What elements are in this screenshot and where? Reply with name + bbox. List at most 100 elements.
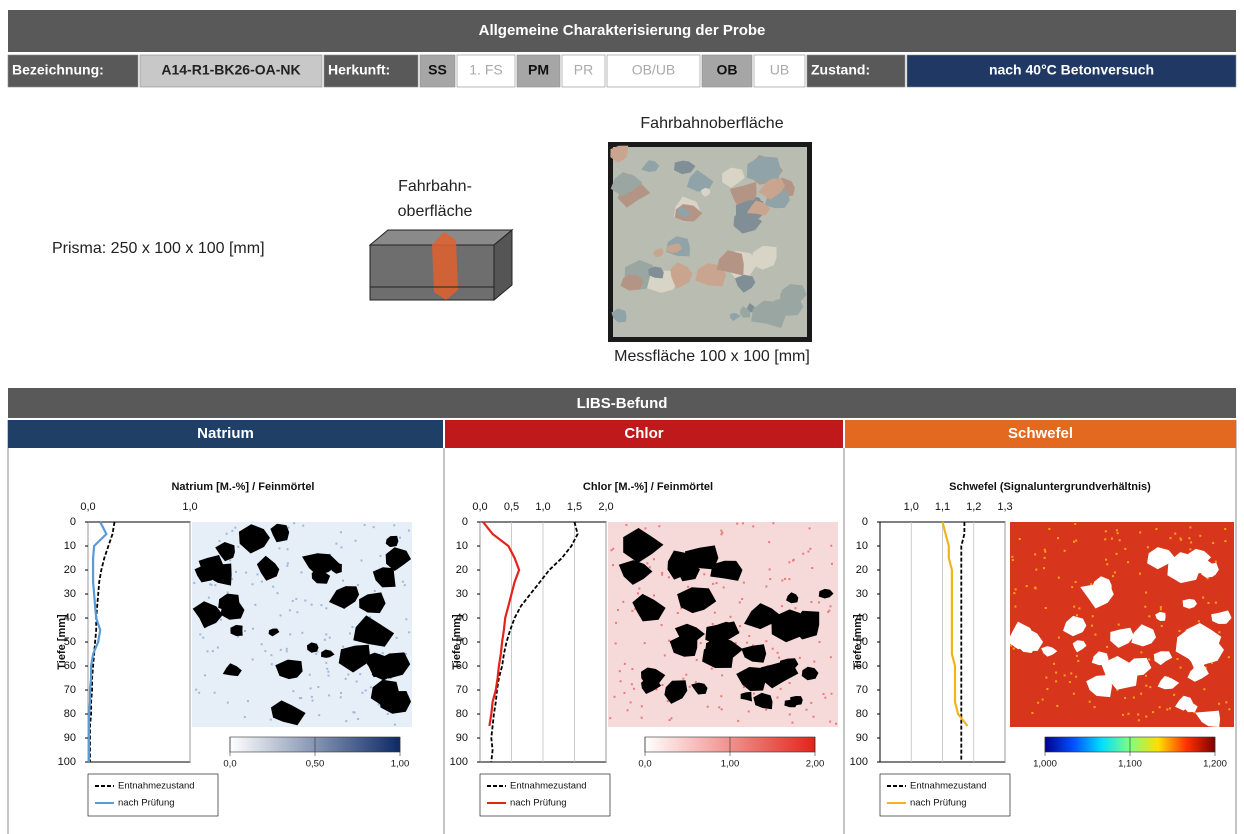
texture-grain — [746, 156, 781, 183]
series-line — [960, 522, 966, 762]
texture-speck — [325, 633, 328, 636]
texture-speck — [822, 693, 825, 696]
texture-speck — [204, 674, 207, 677]
texture-grain — [353, 615, 395, 647]
texture-speck — [379, 554, 382, 557]
texture-speck — [289, 633, 292, 636]
texture-speck — [781, 579, 784, 582]
texture-speck — [373, 589, 376, 592]
texture-speck — [780, 605, 783, 608]
texture-speck — [1140, 651, 1143, 654]
texture-speck — [1179, 537, 1182, 540]
texture-speck — [1113, 571, 1116, 574]
texture-speck — [813, 660, 816, 663]
texture-speck — [1104, 530, 1107, 533]
texture-grain — [1183, 623, 1222, 650]
texture-speck — [834, 722, 837, 725]
colorbar-tick-label: 1,000 — [1033, 759, 1057, 770]
texture-speck — [734, 642, 737, 645]
texture-speck — [655, 688, 658, 691]
texture-speck — [342, 645, 345, 648]
texture-speck — [300, 697, 303, 700]
texture-speck — [742, 686, 745, 689]
texture-speck — [1106, 563, 1109, 566]
texture-grain — [773, 297, 804, 316]
texture-speck — [1025, 585, 1028, 588]
texture-speck — [670, 717, 673, 720]
texture-speck — [1145, 715, 1148, 718]
texture-speck — [747, 710, 750, 713]
y-tick-label: 60 — [64, 660, 76, 672]
y-tick-label: 70 — [856, 684, 868, 696]
texture-grain — [307, 642, 319, 653]
texture-speck — [359, 673, 362, 676]
texture-speck — [218, 540, 221, 543]
libs-bar — [8, 388, 1236, 418]
texture-speck — [1116, 688, 1119, 691]
y-tick-label: 80 — [856, 708, 868, 720]
texture-speck — [1045, 676, 1048, 679]
texture-speck — [824, 696, 827, 699]
texture-speck — [779, 687, 782, 690]
libs-title: LIBS-Befund — [577, 395, 668, 412]
legend-label: Entnahmezustand — [510, 781, 587, 792]
texture-speck — [1073, 540, 1076, 543]
series-line — [482, 521, 521, 727]
y-tick-label: 40 — [856, 612, 868, 624]
prism-size: Prisma: 250 x 100 x 100 [mm] — [52, 240, 265, 257]
texture-speck — [1169, 537, 1172, 540]
texture-speck — [214, 584, 217, 587]
texture-speck — [810, 600, 813, 603]
texture-speck — [1148, 615, 1151, 618]
texture-speck — [225, 532, 228, 535]
legend-label: nach Prüfung — [118, 798, 175, 809]
texture-grain — [270, 700, 306, 726]
texture-speck — [295, 597, 298, 600]
texture-grain — [710, 560, 743, 581]
colorbar-tick-label: 1,00 — [721, 759, 740, 770]
texture-speck — [211, 650, 214, 653]
texture-grain — [744, 603, 782, 630]
texture-grain — [620, 274, 644, 291]
texture-speck — [1057, 636, 1060, 639]
y-tick-label: 80 — [64, 708, 76, 720]
texture-speck — [252, 627, 255, 630]
texture-speck — [613, 695, 616, 698]
texture-speck — [237, 545, 240, 548]
texture-speck — [1053, 662, 1056, 665]
texture-speck — [1112, 575, 1115, 578]
y-tick-label: 10 — [456, 540, 468, 552]
info-cell — [606, 54, 701, 88]
texture-speck — [768, 541, 771, 544]
texture-speck — [231, 529, 234, 532]
y-tick-label: 30 — [456, 588, 468, 600]
texture-speck — [751, 644, 754, 647]
texture-grain — [676, 206, 692, 218]
texture-speck — [193, 581, 196, 584]
texture-speck — [1159, 608, 1162, 611]
texture-speck — [327, 670, 330, 673]
texture-grain — [321, 649, 335, 658]
texture-speck — [652, 594, 655, 597]
y-tick-label: 20 — [856, 564, 868, 576]
texture-speck — [389, 677, 392, 680]
texture-speck — [352, 711, 355, 714]
texture-speck — [610, 549, 613, 552]
texture-grain — [1182, 598, 1197, 609]
texture-grain — [1147, 547, 1176, 570]
texture-speck — [340, 546, 343, 549]
texture-speck — [802, 552, 805, 555]
texture-grain — [740, 691, 753, 702]
texture-speck — [1148, 658, 1151, 661]
texture-speck — [1043, 556, 1046, 559]
texture-grain — [192, 601, 223, 629]
texture-speck — [1071, 586, 1074, 589]
texture-speck — [667, 576, 670, 579]
libs-map-texture — [609, 522, 837, 725]
texture-grain — [338, 644, 370, 673]
panel-header — [445, 420, 843, 448]
texture-speck — [1139, 531, 1142, 534]
texture-speck — [830, 544, 833, 547]
texture-grain — [610, 145, 629, 163]
